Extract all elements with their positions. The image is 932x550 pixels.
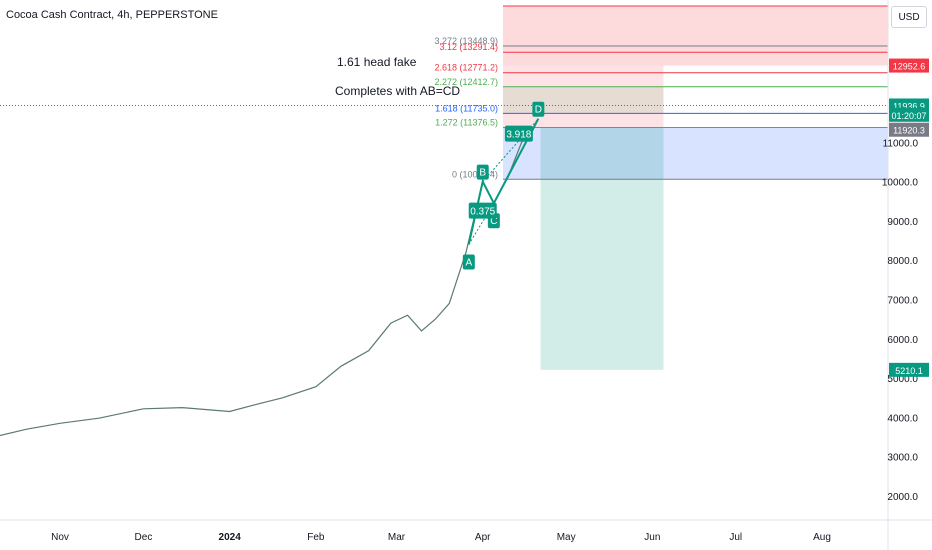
x-tick-label-Feb: Feb: [307, 532, 325, 543]
fib-label-2.618: 2.618 (12771.2): [434, 63, 498, 73]
y-tick-label: 10000.0: [882, 178, 919, 189]
ratio-label-3.918: 3.918: [506, 130, 531, 141]
price-tag-5210.1: 5210.1: [895, 366, 923, 376]
price-tag-bg: [889, 362, 929, 377]
pattern-label-C: C: [490, 216, 497, 227]
x-tick-label-2024: 2024: [219, 532, 242, 543]
fib-band-blue: [503, 127, 888, 180]
fib-band-green: [503, 86, 664, 114]
x-tick-label-Apr: Apr: [475, 532, 491, 543]
y-tick-label: 7000.0: [887, 296, 918, 307]
x-tick-label-Jul: Jul: [729, 532, 742, 543]
x-tick-label-Mar: Mar: [388, 532, 406, 543]
risk-zone-upper: [503, 6, 888, 66]
price-tag-01:20:07: 01:20:07: [891, 111, 926, 121]
chart-title: Cocoa Cash Contract, 4h, PEPPERSTONE: [6, 9, 218, 21]
zones-layer: [503, 6, 888, 370]
fib-label-3.12: 3.12 (13291.4): [439, 42, 498, 52]
ratio-label-0.375: 0.375: [470, 207, 495, 218]
annotation-head-fake: 1.61 head fake: [337, 55, 417, 69]
y-tick-label: 6000.0: [887, 335, 918, 346]
price-tag-bg: [889, 58, 929, 73]
fib-label-0: 0 (10058.4): [452, 169, 498, 179]
pattern-label-D: D: [535, 105, 542, 116]
y-tick-label: 4000.0: [887, 413, 918, 424]
fib-label-1.272: 1.272 (11376.5): [435, 118, 498, 128]
pattern-label-A: A: [465, 257, 472, 268]
pattern-point-B: [476, 164, 489, 180]
price-series-layer: [0, 118, 539, 437]
y-tick-label: 9000.0: [887, 217, 918, 228]
fib-label-3.272: 3.272 (13448.9): [434, 36, 498, 46]
price-tag-bg: [889, 107, 929, 122]
target-zone: [540, 127, 664, 370]
risk-zone: [503, 65, 664, 128]
price-labels-layer: 12952.6 11936.901:20:07 11920.3 5210.1: [889, 58, 929, 377]
fib-layer: 3.272 (13448.9)3.12 (13291.4) 2.618 (1277…: [0, 5, 888, 180]
x-tick-label-Jun: Jun: [644, 532, 660, 543]
pattern-point-D: [532, 101, 545, 117]
fib-label-2.272: 2.272 (12412.7): [434, 77, 498, 87]
price-tag-11920.3: 11920.3: [893, 126, 925, 136]
annotation-abcd: Completes with AB=CD: [335, 84, 461, 98]
fib-label-1.618: 1.618 (11735.0): [435, 103, 498, 113]
y-tick-label: 5000.0: [887, 374, 918, 385]
currency-button[interactable]: USD: [891, 6, 927, 28]
price-tag-12952.6: 12952.6: [893, 62, 926, 72]
x-tick-label-Nov: Nov: [51, 532, 69, 543]
y-tick-label: 11000.0: [883, 138, 919, 149]
x-tick-label-May: May: [557, 532, 576, 543]
price-tag-bg: [889, 122, 929, 137]
pattern-point-A: [462, 254, 475, 270]
y-tick-label: 8000.0: [887, 256, 918, 267]
ratio-box-0.375: [468, 202, 497, 219]
pattern-layer: A B C D 0.375 3.918: [462, 101, 545, 270]
price-tag-11936.9: 11936.9: [893, 101, 925, 111]
x-tick-label-Dec: Dec: [135, 532, 153, 543]
pattern-label-B: B: [479, 168, 486, 179]
x-tick-label-Aug: Aug: [813, 532, 831, 543]
y-tick-label: 2000.0: [887, 492, 918, 503]
y-tick-label: 3000.0: [887, 453, 918, 464]
ratio-box-3.918: [504, 125, 533, 142]
price-line: [0, 118, 539, 437]
